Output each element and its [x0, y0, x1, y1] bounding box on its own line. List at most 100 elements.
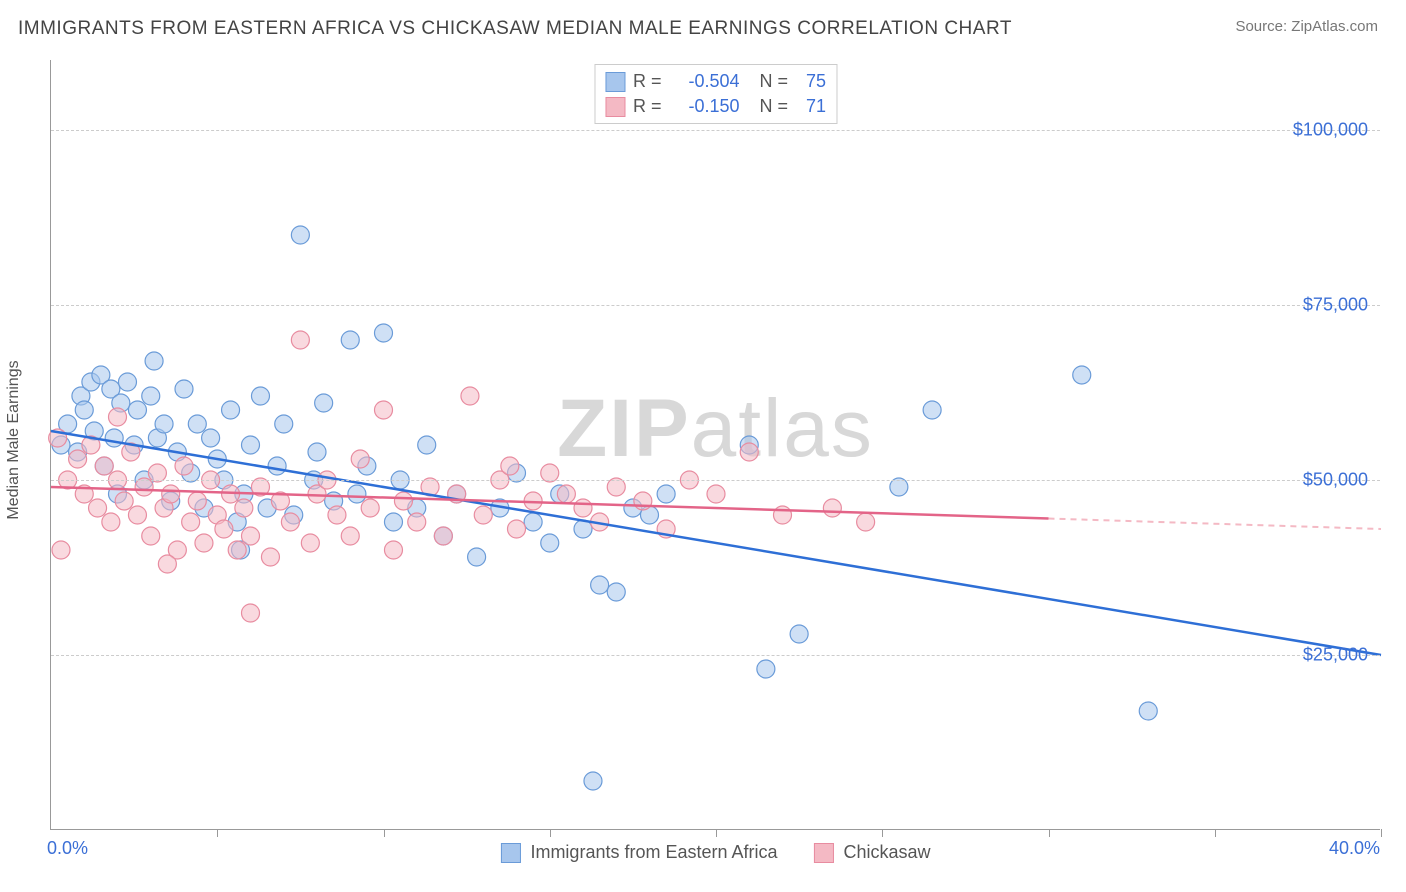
x-tick-mark	[716, 829, 717, 837]
x-right-label: 40.0%	[1329, 838, 1380, 859]
data-point	[261, 548, 279, 566]
data-point	[574, 499, 592, 517]
data-point	[541, 534, 559, 552]
gridline	[51, 480, 1380, 481]
y-tick-label: $100,000	[1293, 120, 1368, 141]
legend-n-label: N =	[760, 71, 789, 92]
data-point	[1139, 702, 1157, 720]
data-point	[158, 555, 176, 573]
data-point	[52, 541, 70, 559]
legend-correlation: R = -0.504 N = 75R =-0.150N =71	[594, 64, 837, 124]
data-point	[524, 513, 542, 531]
trend-line-dashed	[1049, 519, 1382, 530]
y-tick-label: $50,000	[1303, 470, 1368, 491]
data-point	[384, 541, 402, 559]
x-tick-mark	[217, 829, 218, 837]
legend-correlation-row: R =-0.150N =71	[605, 94, 826, 119]
data-point	[634, 492, 652, 510]
data-point	[268, 457, 286, 475]
data-point	[275, 415, 293, 433]
x-tick-mark	[384, 829, 385, 837]
data-point	[584, 772, 602, 790]
legend-n-value: 75	[796, 71, 826, 92]
data-point	[215, 520, 233, 538]
data-point	[162, 485, 180, 503]
data-point	[361, 499, 379, 517]
x-tick-mark	[1215, 829, 1216, 837]
data-point	[89, 499, 107, 517]
data-point	[128, 506, 146, 524]
data-point	[348, 485, 366, 503]
data-point	[128, 401, 146, 419]
y-axis-label: Median Male Earnings	[5, 360, 23, 519]
data-point	[408, 513, 426, 531]
scatter-svg	[51, 60, 1380, 829]
data-point	[115, 492, 133, 510]
legend-color-box	[605, 97, 625, 117]
legend-r-label: R =	[633, 96, 662, 117]
data-point	[235, 499, 253, 517]
data-point	[757, 660, 775, 678]
data-point	[474, 506, 492, 524]
legend-correlation-row: R =-0.504N =75	[605, 69, 826, 94]
data-point	[188, 492, 206, 510]
data-point	[69, 450, 87, 468]
data-point	[308, 443, 326, 461]
data-point	[434, 527, 452, 545]
data-point	[461, 387, 479, 405]
data-point	[188, 415, 206, 433]
data-point	[468, 548, 486, 566]
data-point	[95, 457, 113, 475]
legend-color-box	[814, 843, 834, 863]
data-point	[155, 415, 173, 433]
source-label: Source: ZipAtlas.com	[1235, 18, 1378, 35]
data-point	[75, 401, 93, 419]
legend-series-item: Immigrants from Eastern Africa	[500, 842, 777, 863]
data-point	[228, 541, 246, 559]
x-tick-mark	[550, 829, 551, 837]
data-point	[109, 408, 127, 426]
data-point	[328, 506, 346, 524]
x-tick-mark	[1381, 829, 1382, 837]
legend-series-item: Chickasaw	[814, 842, 931, 863]
data-point	[557, 485, 575, 503]
data-point	[222, 401, 240, 419]
chart-title: IMMIGRANTS FROM EASTERN AFRICA VS CHICKA…	[18, 18, 1012, 40]
data-point	[145, 352, 163, 370]
data-point	[740, 443, 758, 461]
legend-color-box	[500, 843, 520, 863]
plot-area: ZIPatlas R =-0.504N =75R =-0.150N =71 Im…	[50, 60, 1380, 830]
gridline	[51, 655, 1380, 656]
data-point	[394, 492, 412, 510]
data-point	[251, 387, 269, 405]
data-point	[657, 485, 675, 503]
gridline	[51, 305, 1380, 306]
data-point	[315, 394, 333, 412]
data-point	[281, 513, 299, 531]
data-point	[102, 513, 120, 531]
x-tick-mark	[1049, 829, 1050, 837]
data-point	[195, 534, 213, 552]
data-point	[118, 373, 136, 391]
y-tick-label: $75,000	[1303, 295, 1368, 316]
data-point	[202, 429, 220, 447]
legend-n-label: N =	[760, 96, 789, 117]
data-point	[175, 380, 193, 398]
data-point	[375, 401, 393, 419]
data-point	[291, 226, 309, 244]
data-point	[384, 513, 402, 531]
data-point	[242, 527, 260, 545]
data-point	[351, 450, 369, 468]
data-point	[591, 576, 609, 594]
legend-r-value: -0.504	[670, 71, 740, 92]
data-point	[242, 436, 260, 454]
data-point	[341, 331, 359, 349]
data-point	[1073, 366, 1091, 384]
legend-series: Immigrants from Eastern Africa Chickasaw	[500, 842, 930, 863]
data-point	[301, 534, 319, 552]
data-point	[857, 513, 875, 531]
data-point	[242, 604, 260, 622]
data-point	[607, 583, 625, 601]
data-point	[175, 457, 193, 475]
gridline	[51, 130, 1380, 131]
